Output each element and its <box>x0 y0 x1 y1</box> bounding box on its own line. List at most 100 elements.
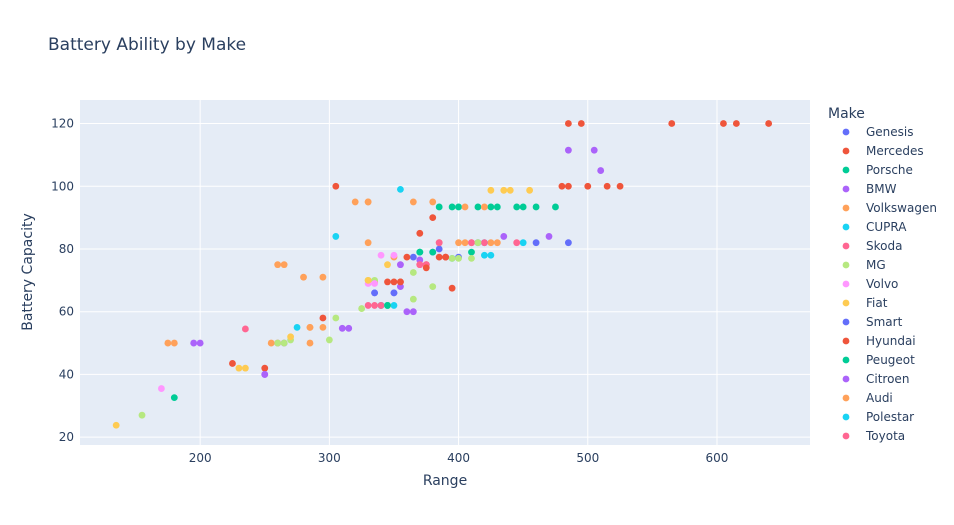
legend-item-audi[interactable]: Audi <box>842 391 893 405</box>
data-point <box>577 120 585 127</box>
legend-marker <box>842 185 850 193</box>
data-point <box>584 182 592 190</box>
data-point <box>390 278 398 286</box>
legend-marker <box>842 280 850 288</box>
legend-marker <box>842 299 850 307</box>
legend-item-citroen[interactable]: Citroen <box>842 372 910 386</box>
legend-marker <box>842 432 850 440</box>
legend-item-smart[interactable]: Smart <box>842 315 903 329</box>
legend-item-volkswagen[interactable]: Volkswagen <box>842 201 937 215</box>
legend-item-bmw[interactable]: BMW <box>842 182 897 196</box>
grid-lines <box>80 100 810 445</box>
data-point <box>435 203 443 211</box>
data-point <box>435 239 443 247</box>
data-point <box>513 239 521 247</box>
data-point <box>409 269 417 276</box>
legend-label: Hyundai <box>866 334 916 348</box>
data-point <box>235 364 243 372</box>
data-point <box>267 339 275 347</box>
data-point <box>564 182 572 190</box>
data-point <box>416 248 424 256</box>
legend-item-porsche[interactable]: Porsche <box>842 163 913 177</box>
data-point <box>390 302 398 309</box>
legend-item-skoda[interactable]: Skoda <box>842 239 903 253</box>
data-point <box>164 339 172 347</box>
data-point <box>280 339 288 347</box>
data-point <box>364 276 372 284</box>
legend-item-mg[interactable]: MG <box>842 258 886 272</box>
y-tick-label: 120 <box>51 117 74 131</box>
series-smart <box>371 289 398 297</box>
x-tick-label: 400 <box>447 451 470 465</box>
data-point <box>390 289 398 297</box>
data-point <box>300 273 307 281</box>
data-point <box>190 339 198 347</box>
data-point <box>397 283 404 291</box>
legend-item-cupra[interactable]: CUPRA <box>842 220 908 234</box>
legend-label: Peugeot <box>866 353 915 367</box>
y-tick-label: 80 <box>59 242 74 256</box>
legend-label: MG <box>866 258 886 272</box>
y-axis-title: Battery Capacity <box>20 213 36 330</box>
data-point <box>429 283 437 291</box>
tick-labels: 200 300 400 500 600 20 40 60 80 100 120 <box>51 117 728 465</box>
legend-item-fiat[interactable]: Fiat <box>842 296 888 310</box>
data-point <box>274 261 282 269</box>
data-point <box>448 203 456 211</box>
legend-item-peugeot[interactable]: Peugeot <box>842 353 916 367</box>
series-bmw <box>190 146 605 378</box>
data-point <box>519 239 527 247</box>
data-point <box>325 336 333 344</box>
data-point <box>293 323 301 331</box>
legend-item-volvo[interactable]: Volvo <box>842 277 899 291</box>
legend-label: Fiat <box>866 296 888 310</box>
data-point <box>371 302 378 309</box>
data-point <box>552 203 559 211</box>
data-point <box>603 182 611 190</box>
data-point <box>241 364 249 372</box>
data-point <box>397 261 404 269</box>
legend-item-genesis[interactable]: Genesis <box>842 125 914 139</box>
legend-label: CUPRA <box>866 220 907 234</box>
data-point <box>455 254 462 262</box>
data-point <box>241 325 249 333</box>
legend-item-polestar[interactable]: Polestar <box>842 410 915 424</box>
chart-title: Battery Ability by Make <box>48 35 246 55</box>
data-point <box>590 146 598 154</box>
legend-item-toyota[interactable]: Toyota <box>842 429 906 443</box>
data-point <box>403 253 411 261</box>
data-point <box>319 323 327 331</box>
legend-item-hyundai[interactable]: Hyundai <box>842 334 916 348</box>
data-point <box>384 278 391 286</box>
legend-item-mercedes[interactable]: Mercedes <box>842 144 924 158</box>
data-point <box>157 385 165 392</box>
data-point <box>532 203 540 211</box>
legend-marker <box>842 356 850 364</box>
legend-label: Audi <box>866 391 893 405</box>
y-tick-label: 40 <box>59 367 74 381</box>
data-point <box>422 264 430 272</box>
legend-marker <box>842 261 850 269</box>
data-point <box>513 203 521 211</box>
data-point <box>668 120 676 127</box>
legend-title: Make <box>828 106 865 122</box>
data-point <box>409 308 417 316</box>
data-point <box>461 203 469 211</box>
series-hyundai <box>397 253 450 286</box>
data-point <box>493 203 501 211</box>
data-point <box>442 253 450 261</box>
data-point <box>481 203 488 211</box>
data-point <box>112 421 120 429</box>
y-tick-label: 60 <box>59 305 74 319</box>
data-point <box>558 182 566 190</box>
data-point <box>564 120 572 127</box>
data-point <box>384 302 391 309</box>
data-point <box>487 239 495 247</box>
series-toyota <box>416 261 424 269</box>
data-point <box>332 314 340 322</box>
data-point <box>403 308 411 316</box>
data-point <box>455 239 462 247</box>
data-point <box>429 248 437 256</box>
data-point <box>371 289 378 297</box>
data-point <box>474 203 482 211</box>
